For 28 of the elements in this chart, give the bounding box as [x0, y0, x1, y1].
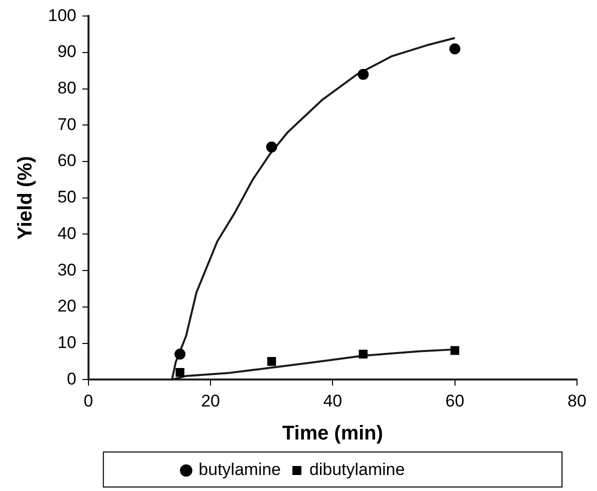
- y-tick-label: 70: [57, 114, 76, 134]
- y-tick-label: 80: [57, 78, 76, 98]
- x-tick-label: 20: [201, 391, 220, 410]
- y-tick-label: 30: [57, 260, 76, 280]
- y-tick-label: 60: [57, 151, 76, 170]
- y-tick-label: 90: [57, 42, 76, 62]
- x-tick-label: 0: [84, 391, 94, 410]
- x-tick-label: 60: [445, 391, 464, 410]
- point: [176, 368, 184, 377]
- point: [174, 348, 186, 360]
- y-tick-label: 40: [57, 224, 76, 243]
- point: [450, 346, 460, 355]
- y-tick-label: 0: [66, 369, 76, 388]
- legend-label: butylamine: [198, 460, 281, 480]
- point: [358, 68, 369, 80]
- x-axis-title: Time (min): [282, 422, 384, 445]
- point: [267, 357, 276, 366]
- y-tick-label: 50: [57, 188, 76, 207]
- y-tick-label: 10: [57, 332, 76, 352]
- point: [266, 142, 278, 153]
- x-tick-label: 80: [568, 391, 586, 410]
- y-tick-label: 100: [48, 6, 76, 25]
- y-axis-title: Yield (%): [14, 156, 37, 240]
- legend-label: dibutylamine: [309, 460, 405, 480]
- point: [358, 350, 368, 359]
- y-tick-label: 20: [57, 296, 76, 316]
- point: [449, 43, 460, 54]
- x-tick-label: 40: [323, 391, 342, 410]
